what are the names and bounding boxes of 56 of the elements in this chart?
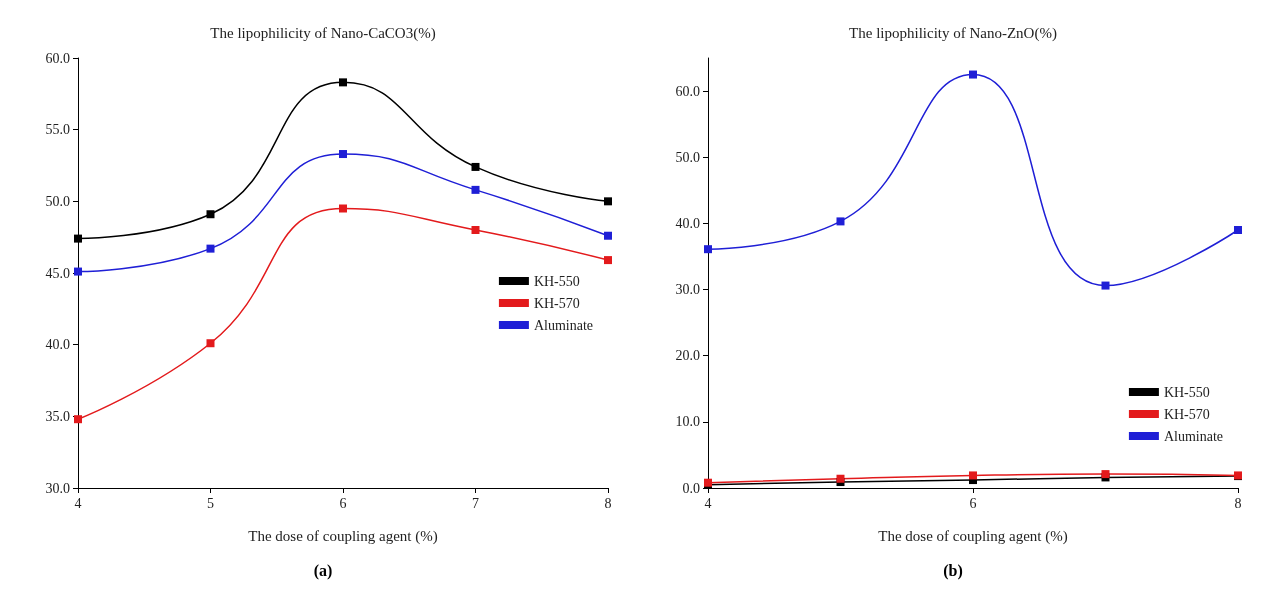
point	[836, 474, 845, 483]
x-tick-label: 8	[604, 495, 612, 511]
point	[206, 339, 215, 348]
point	[339, 204, 347, 213]
point	[206, 244, 215, 253]
point	[206, 210, 215, 219]
point	[74, 267, 82, 276]
y-tick-label: 45.0	[45, 265, 70, 281]
y-tick-label: 10.0	[675, 414, 700, 430]
y-tick-label: 40.0	[45, 337, 70, 353]
point	[604, 256, 612, 265]
y-tick-label: 30.0	[45, 480, 70, 496]
legend-label: KH-570	[1163, 406, 1210, 422]
text: (a)	[313, 561, 333, 580]
x-axis-title: The dose of coupling agent (%)	[248, 527, 438, 545]
x-tick-label: 8	[1234, 495, 1242, 511]
x-tick-label: 6	[339, 495, 347, 511]
y-tick-label: 55.0	[45, 122, 70, 138]
legend-label: Aluminate	[533, 317, 594, 333]
point	[471, 226, 480, 234]
point	[74, 415, 82, 424]
y-tick-label: 20.0	[675, 348, 700, 364]
y-tick-label: 50.0	[45, 193, 70, 209]
point	[74, 234, 82, 243]
legend-label: KH-550	[533, 273, 580, 289]
y-tick-label: 35.0	[45, 408, 70, 424]
chart-title: The lipophilicity of Nano-CaCO3(%)	[210, 24, 436, 42]
y-tick-label: 60.0	[45, 50, 70, 66]
legend-label: KH-550	[1163, 384, 1210, 400]
legend-label: KH-570	[533, 295, 580, 311]
point	[604, 197, 612, 206]
point	[471, 162, 480, 171]
x-tick-label: 6	[969, 495, 977, 511]
x-tick-label: 4	[704, 495, 712, 511]
x-tick-label: 5	[207, 495, 214, 511]
x-tick-label: 7	[472, 495, 479, 511]
point	[836, 217, 845, 226]
chart-title: The lipophilicity of Nano-ZnO(%)	[849, 24, 1057, 42]
legend-label: Aluminate	[1163, 428, 1224, 444]
x-axis-title: The dose of coupling agent (%)	[878, 527, 1068, 545]
y-tick-label: 50.0	[675, 149, 700, 165]
point	[1234, 226, 1242, 234]
point	[339, 78, 347, 87]
text: (b)	[943, 561, 963, 580]
point	[969, 70, 977, 79]
x-tick-label: 4	[74, 495, 82, 511]
y-tick-label: 40.0	[675, 215, 700, 231]
point	[339, 150, 347, 159]
point	[704, 245, 712, 254]
y-tick-label: 0.0	[682, 480, 700, 496]
point	[604, 231, 612, 240]
y-tick-label: 30.0	[675, 282, 700, 298]
point	[1101, 281, 1110, 290]
point	[471, 185, 480, 194]
y-tick-label: 60.0	[675, 83, 700, 99]
point	[969, 471, 977, 480]
